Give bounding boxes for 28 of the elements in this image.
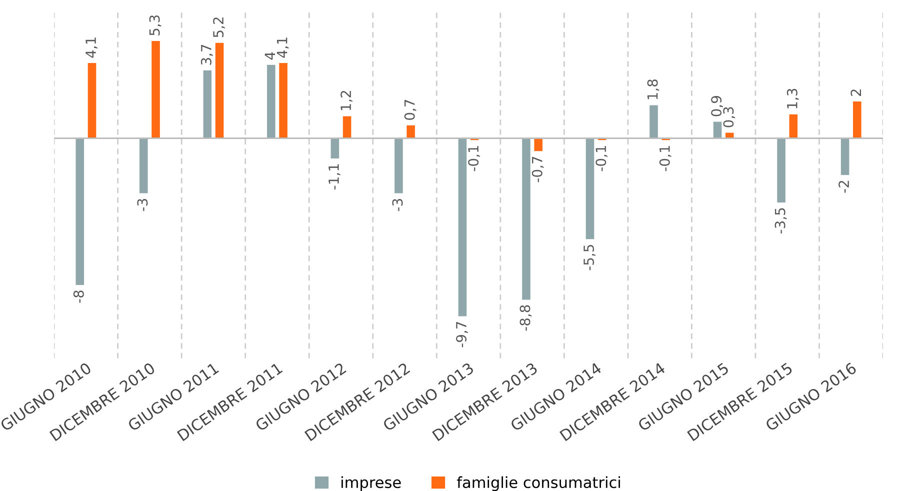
data-label: -0,1 bbox=[659, 146, 672, 172]
data-label: -3,5 bbox=[774, 208, 787, 234]
data-label: -5,5 bbox=[584, 244, 596, 270]
data-label: 4,1 bbox=[86, 38, 98, 58]
legend-label: imprese bbox=[342, 476, 401, 491]
data-label: 2 bbox=[850, 90, 861, 96]
data-label: -8,8 bbox=[520, 305, 532, 331]
data-label: 4 bbox=[264, 52, 276, 60]
data-label: 4,1 bbox=[276, 38, 289, 58]
data-label: -1,1 bbox=[328, 164, 340, 190]
data-label: 3,7 bbox=[200, 44, 213, 65]
legend-label: famiglie consumatrici bbox=[456, 476, 620, 491]
data-label: 1,2 bbox=[340, 90, 352, 110]
data-label: -0,1 bbox=[468, 146, 480, 172]
data-label: 1,3 bbox=[786, 88, 799, 108]
data-label: 5,2 bbox=[213, 18, 225, 38]
data-label: -3 bbox=[392, 199, 403, 212]
data-label: -9,7 bbox=[456, 322, 468, 348]
data-label: 0,9 bbox=[711, 96, 723, 116]
data-label: -3 bbox=[137, 199, 148, 212]
data-label: -0,7 bbox=[532, 156, 544, 182]
data-label: 1,8 bbox=[647, 80, 660, 100]
data-label: 0,3 bbox=[723, 107, 736, 128]
data-label: -8 bbox=[73, 290, 84, 303]
data-label: -2 bbox=[838, 180, 849, 193]
data-label: 0,7 bbox=[404, 100, 416, 120]
data-label: -0,1 bbox=[596, 146, 608, 172]
data-label: 5,3 bbox=[149, 15, 162, 36]
